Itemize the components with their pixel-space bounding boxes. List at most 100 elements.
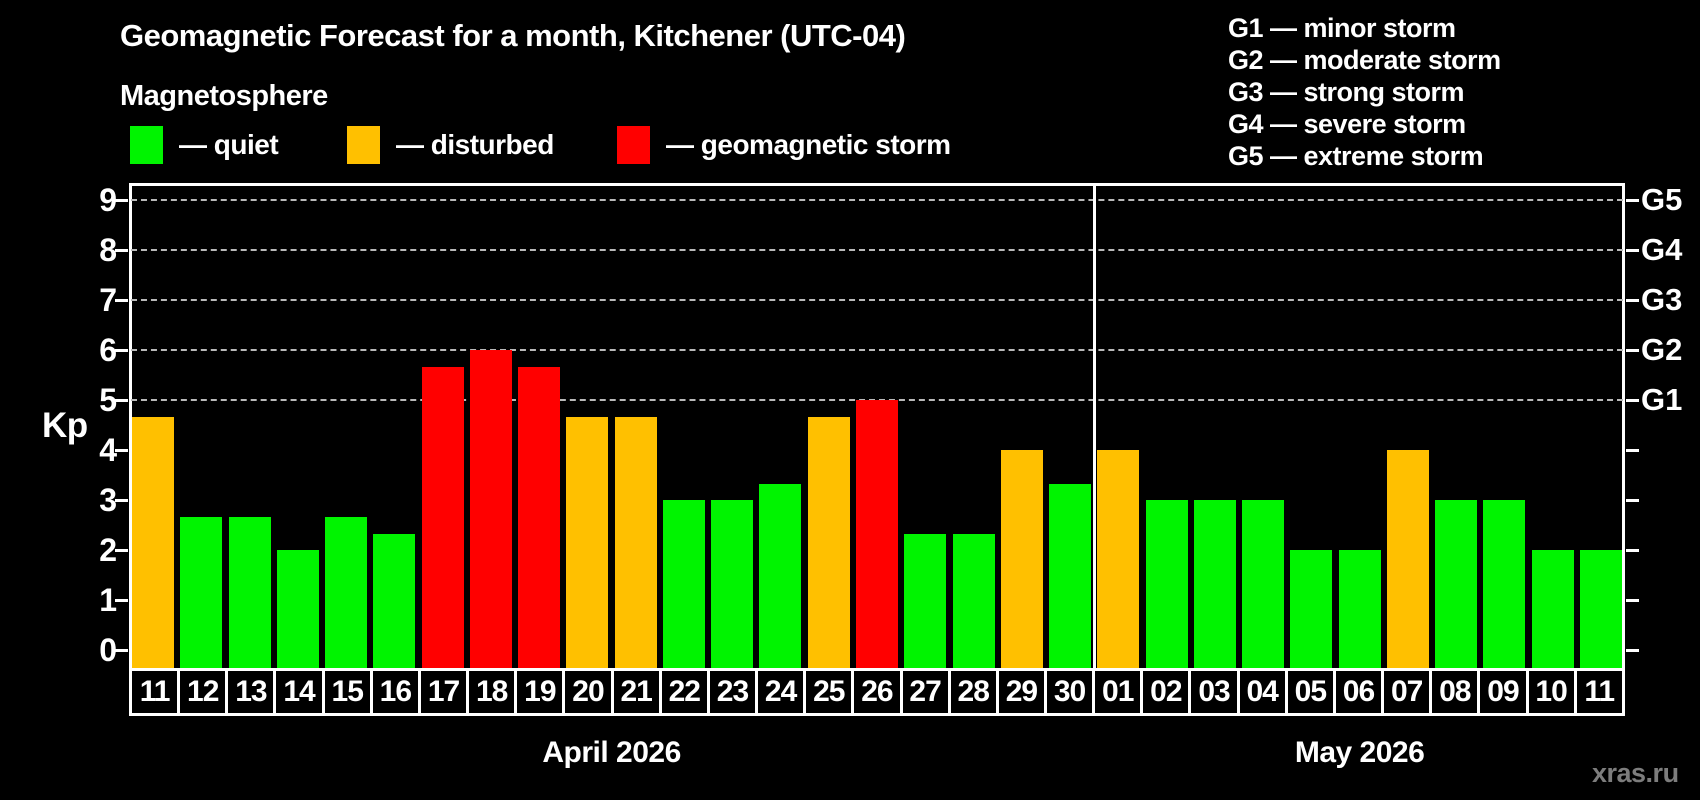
kp-bar-april-13 bbox=[228, 516, 271, 668]
chart-title: Geomagnetic Forecast for a month, Kitche… bbox=[120, 18, 906, 53]
watermark: xras.ru bbox=[1592, 758, 1679, 788]
status-legend: — quiet — disturbed — geomagnetic storm bbox=[130, 124, 1030, 166]
y-tick-label-3: 3 bbox=[99, 482, 117, 518]
y-tick-right-4 bbox=[1626, 449, 1639, 452]
kp-bar-april-16 bbox=[373, 533, 416, 668]
kp-bar-april-26 bbox=[856, 400, 898, 668]
month-label-april: April 2026 bbox=[542, 736, 681, 769]
y-tick-right-9 bbox=[1626, 199, 1639, 202]
kp-bar-may-09 bbox=[1483, 500, 1526, 668]
g-axis-label-g4: G4 bbox=[1641, 232, 1683, 267]
g-scale-line-2: G2 — moderate storm bbox=[1228, 45, 1501, 75]
date-cell-may-03: 03 bbox=[1188, 668, 1240, 716]
kp-bar-may-05 bbox=[1290, 550, 1333, 668]
kp-bar-april-29 bbox=[1000, 450, 1043, 668]
axis-right bbox=[1622, 183, 1625, 668]
date-cell-may-07: 07 bbox=[1381, 668, 1433, 716]
y-tick-left-0 bbox=[115, 649, 128, 652]
date-cell-april-26: 26 bbox=[851, 668, 903, 716]
date-cell-april-17: 17 bbox=[417, 668, 470, 716]
y-tick-right-3 bbox=[1626, 499, 1639, 502]
date-cell-may-01: 01 bbox=[1092, 668, 1144, 716]
gridline-kp8 bbox=[131, 249, 1623, 251]
date-cell-april-28: 28 bbox=[947, 668, 999, 716]
y-tick-right-8 bbox=[1626, 249, 1639, 252]
kp-bar-april-19 bbox=[518, 366, 561, 668]
legend-label-disturbed: — disturbed bbox=[396, 129, 554, 160]
legend-label-storm: — geomagnetic storm bbox=[666, 129, 951, 160]
date-cell-april-29: 29 bbox=[995, 668, 1047, 716]
y-tick-label-2: 2 bbox=[99, 532, 117, 568]
y-tick-label-1: 1 bbox=[99, 582, 117, 618]
y-tick-left-7 bbox=[115, 299, 128, 302]
kp-bar-april-15 bbox=[325, 516, 368, 668]
kp-bar-april-30 bbox=[1049, 483, 1092, 668]
y-tick-label-6: 6 bbox=[99, 332, 117, 368]
y-tick-label-9: 9 bbox=[99, 182, 117, 218]
date-cell-april-19: 19 bbox=[514, 668, 566, 716]
y-axis-label: Kp bbox=[42, 406, 88, 445]
y-tick-right-0 bbox=[1626, 649, 1639, 652]
y-tick-label-4: 4 bbox=[99, 432, 117, 468]
date-cell-april-16: 16 bbox=[369, 668, 421, 716]
date-axis-row: 11 12 13 14 15 16 17 18 19 20 21 22 23 24 25 26 27 28 29 30… bbox=[129, 668, 1625, 716]
y-tick-left-4 bbox=[115, 449, 128, 452]
y-tick-right-5 bbox=[1626, 399, 1639, 402]
y-tick-right-2 bbox=[1626, 549, 1639, 552]
date-cell-april-20: 20 bbox=[562, 668, 614, 716]
kp-bar-april-17 bbox=[421, 366, 464, 668]
y-tick-left-1 bbox=[115, 599, 128, 602]
y-tick-left-8 bbox=[115, 249, 128, 252]
legend-swatch-storm-icon bbox=[617, 126, 650, 164]
y-tick-label-8: 8 bbox=[99, 232, 117, 268]
date-cell-april-14: 14 bbox=[273, 668, 325, 716]
y-tick-left-6 bbox=[115, 349, 128, 352]
axis-left bbox=[129, 183, 132, 668]
kp-bar-may-11 bbox=[1579, 550, 1622, 668]
y-tick-right-7 bbox=[1626, 299, 1639, 302]
kp-bar-april-12 bbox=[180, 516, 223, 668]
kp-bar-april-11 bbox=[132, 416, 175, 668]
date-cell-april-11: 11 bbox=[129, 668, 181, 716]
legend-swatch-disturbed-icon bbox=[347, 126, 380, 164]
kp-bar-april-27 bbox=[904, 533, 947, 668]
axis-top bbox=[129, 183, 1625, 186]
kp-bar-april-14 bbox=[276, 550, 319, 668]
date-cell-april-21: 21 bbox=[610, 668, 662, 716]
date-cell-april-18: 18 bbox=[466, 668, 518, 716]
plot-area: 0 1 2 3 4 5 6 7 8 9 G1 G2 G3 G4 G5 bbox=[99, 182, 1682, 668]
legend-swatch-quiet-icon bbox=[130, 126, 163, 164]
date-cell-april-12: 12 bbox=[177, 668, 229, 716]
date-cell-april-24: 24 bbox=[755, 668, 807, 716]
kp-bar-april-25 bbox=[807, 416, 850, 668]
y-tick-left-5 bbox=[115, 399, 128, 402]
kp-bar-april-24 bbox=[759, 483, 802, 668]
date-cell-may-05: 05 bbox=[1284, 668, 1336, 716]
date-cell-may-02: 02 bbox=[1140, 668, 1192, 716]
date-cell-april-27: 27 bbox=[899, 668, 951, 716]
kp-bar-april-20 bbox=[566, 416, 609, 668]
kp-bar-april-21 bbox=[614, 416, 657, 668]
month-separator bbox=[1092, 183, 1096, 668]
kp-bar-may-07 bbox=[1386, 450, 1429, 668]
date-cell-may-10: 10 bbox=[1525, 668, 1577, 716]
legend-item-disturbed: — disturbed bbox=[347, 124, 554, 166]
gridline-kp7 bbox=[131, 299, 1623, 301]
g-axis-label-g1: G1 bbox=[1641, 382, 1683, 417]
g-scale-line-5: G5 — extreme storm bbox=[1228, 141, 1484, 171]
kp-bar-may-04 bbox=[1242, 500, 1285, 668]
g-scale-legend: G1 — minor storm G2 — moderate storm G3 — … bbox=[1228, 12, 1501, 172]
kp-bar-may-03 bbox=[1193, 500, 1236, 668]
gridline-kp6 bbox=[131, 349, 1623, 351]
y-tick-label-0: 0 bbox=[99, 632, 117, 668]
y-tick-left-2 bbox=[115, 549, 128, 552]
date-cell-may-08: 08 bbox=[1429, 668, 1481, 716]
g-axis-label-g5: G5 bbox=[1641, 182, 1683, 217]
date-cell-may-09: 09 bbox=[1477, 668, 1529, 716]
date-cell-april-15: 15 bbox=[321, 668, 373, 716]
legend-item-quiet: — quiet bbox=[130, 124, 279, 166]
date-cell-april-22: 22 bbox=[658, 668, 710, 716]
y-tick-right-1 bbox=[1626, 599, 1639, 602]
kp-bar-april-22 bbox=[662, 500, 705, 668]
date-cell-april-25: 25 bbox=[803, 668, 855, 716]
